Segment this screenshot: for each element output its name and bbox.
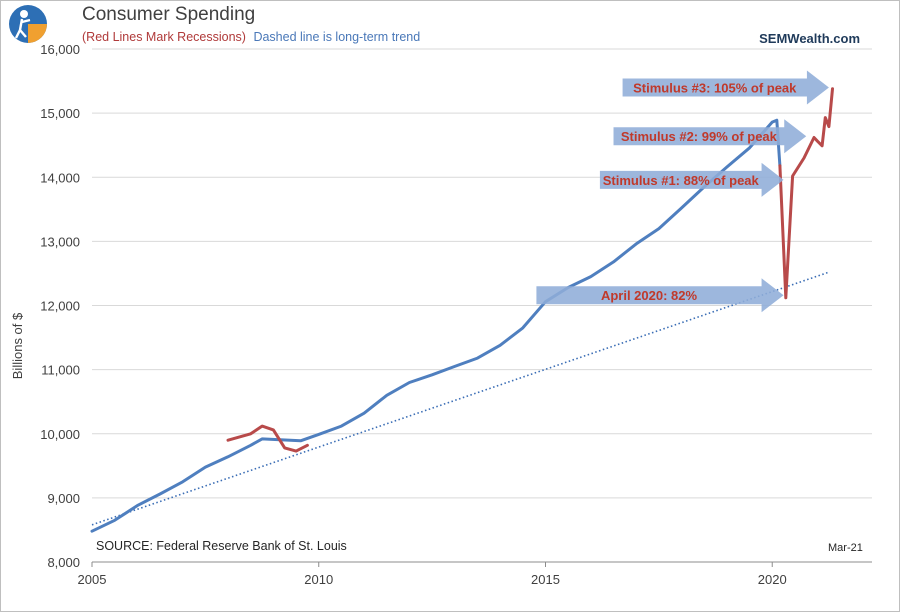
logo-segment	[28, 24, 47, 43]
callout-label: Stimulus #3: 105% of peak	[633, 80, 797, 95]
brand-link[interactable]: SEMWealth.com	[759, 31, 860, 46]
y-tick-label: 11,000	[41, 363, 80, 378]
recession-series-line	[226, 424, 309, 453]
y-tick-label: 9,000	[47, 491, 80, 506]
chart-subtitle: (Red Lines Mark Recessions) Dashed line …	[82, 30, 420, 44]
recession-series-line	[778, 87, 834, 300]
logo-figure-head	[20, 10, 28, 18]
y-tick-label: 15,000	[40, 106, 80, 121]
x-tick-label: 2020	[758, 572, 787, 587]
source-note: SOURCE: Federal Reserve Bank of St. Loui…	[96, 539, 347, 553]
logo	[9, 5, 47, 43]
y-tick-label: 14,000	[40, 170, 80, 185]
callout-arrow	[536, 278, 784, 313]
y-axis-label: Billions of $	[10, 312, 25, 379]
chart-title: Consumer Spending	[82, 4, 256, 25]
logo-figure	[14, 18, 31, 39]
x-tick-label: 2005	[78, 572, 107, 587]
x-tick-label: 2010	[304, 572, 333, 587]
y-tick-label: 8,000	[47, 555, 80, 570]
x-tick-label: 2015	[531, 572, 560, 587]
spending-series-line	[90, 118, 782, 533]
trend-note: Dashed line is long-term trend	[253, 30, 421, 44]
callout-label: Stimulus #2: 99% of peak	[621, 129, 778, 144]
callout-label: Stimulus #1: 88% of peak	[603, 173, 760, 188]
recession-note: (Red Lines Mark Recessions)	[82, 30, 246, 44]
callout-arrow	[622, 70, 829, 105]
callout-arrow	[613, 119, 807, 154]
trend-line	[91, 271, 830, 526]
y-tick-label: 10,000	[40, 427, 80, 442]
y-tick-label: 12,000	[40, 299, 80, 314]
callout-arrow	[599, 162, 784, 197]
date-stamp: Mar-21	[828, 542, 863, 554]
y-tick-label: 13,000	[40, 234, 80, 249]
y-tick-label: 16,000	[40, 42, 80, 57]
callout-label: April 2020: 82%	[601, 288, 698, 303]
